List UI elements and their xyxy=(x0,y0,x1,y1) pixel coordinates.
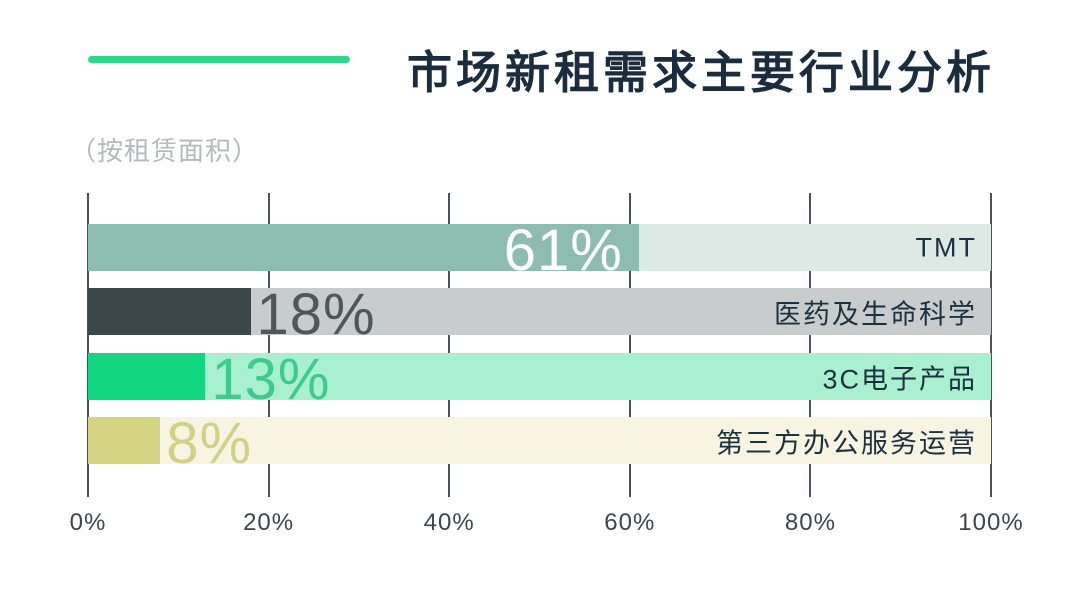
x-axis-tick-label: 40% xyxy=(423,509,475,536)
bar-row: 61% TMT xyxy=(88,221,991,279)
bar-category-label: 医药及生命科学 xyxy=(774,299,977,329)
bar-fill xyxy=(88,288,251,335)
x-axis-tick-label: 80% xyxy=(784,509,836,536)
bar-value-label: 8% xyxy=(166,410,253,476)
x-axis-tick-label: 0% xyxy=(69,509,107,536)
x-axis: 0% 20% 40% 60% 80% 100% xyxy=(70,509,1023,539)
bar-chart-plot-area: 61% TMT 18% 医药及生命科学 13% 3C电子产品 8% 第三方办公服务运营 xyxy=(87,193,992,497)
x-axis-tick-label: 60% xyxy=(604,509,656,536)
title-accent-line xyxy=(88,56,350,63)
bar-track xyxy=(88,417,991,464)
gridline xyxy=(448,193,451,497)
x-axis-tick-label: 100% xyxy=(958,509,1024,536)
bar-category-label: 3C电子产品 xyxy=(822,364,977,394)
bar-row: 13% 3C电子产品 xyxy=(88,350,991,408)
bar-row: 18% 医药及生命科学 xyxy=(88,285,991,343)
bar-value-label: 61% xyxy=(503,217,623,283)
bar-fill xyxy=(88,353,206,400)
bar-category-label: TMT xyxy=(915,232,977,262)
gridline xyxy=(809,193,812,497)
gridline xyxy=(87,193,89,497)
page-title: 市场新租需求主要行业分析 xyxy=(406,47,995,98)
bar-track xyxy=(88,353,991,400)
x-axis-tick-label: 20% xyxy=(243,509,295,536)
bar-value-label: 13% xyxy=(211,346,331,412)
bar-fill xyxy=(88,224,639,271)
bar-row: 8% 第三方办公服务运营 xyxy=(88,414,991,472)
gridline xyxy=(990,193,992,497)
bar-fill xyxy=(88,417,161,464)
gridline xyxy=(628,193,631,497)
bar-value-label: 18% xyxy=(256,281,376,347)
chart-subtitle: （按租赁面积） xyxy=(70,136,260,166)
gridline xyxy=(267,193,270,497)
bar-category-label: 第三方办公服务运营 xyxy=(716,428,977,458)
